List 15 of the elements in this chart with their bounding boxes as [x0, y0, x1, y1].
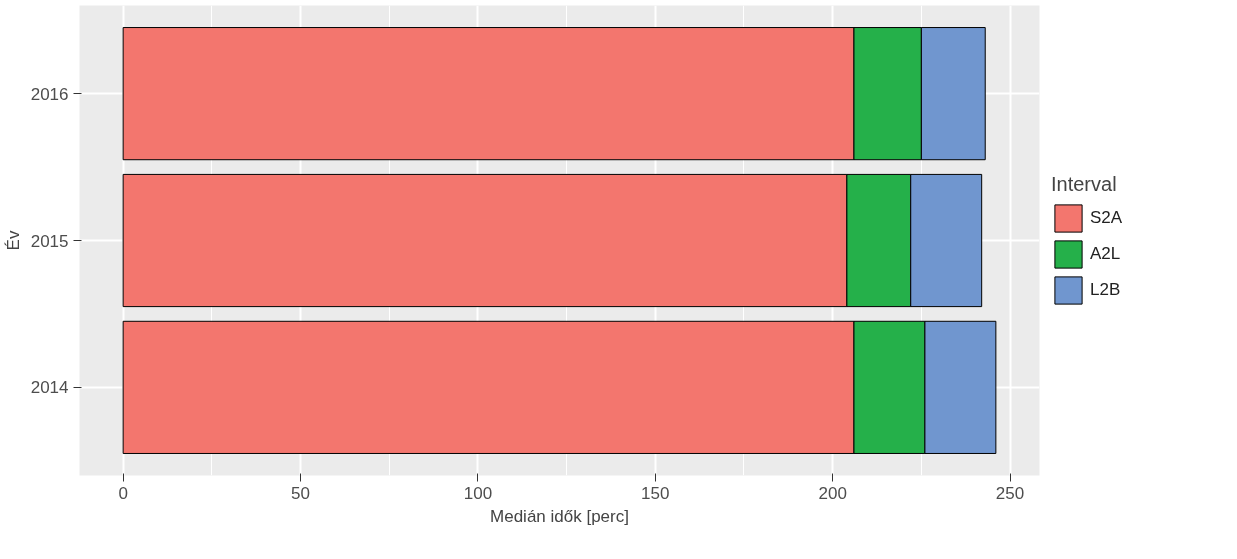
x-tick-label: 250 [995, 483, 1025, 503]
legend-title: Interval [1051, 173, 1118, 196]
y-axis-title: Év [3, 230, 23, 251]
y-tick-label: 2016 [30, 84, 69, 104]
x-tick-label: 100 [463, 483, 493, 503]
x-tick-label: 150 [641, 483, 670, 503]
x-tick-label: 50 [291, 483, 310, 503]
x-tick-label: 200 [818, 483, 847, 503]
legend-label: L2B [1090, 280, 1121, 300]
legend-label: A2L [1090, 244, 1121, 264]
y-tick-label: 2014 [30, 378, 69, 398]
legend-label: S2A [1090, 208, 1123, 228]
x-axis-title: Medián idők [perc] [490, 506, 629, 526]
y-tick-label: 2015 [30, 231, 69, 251]
x-tick-label: 0 [118, 483, 128, 503]
